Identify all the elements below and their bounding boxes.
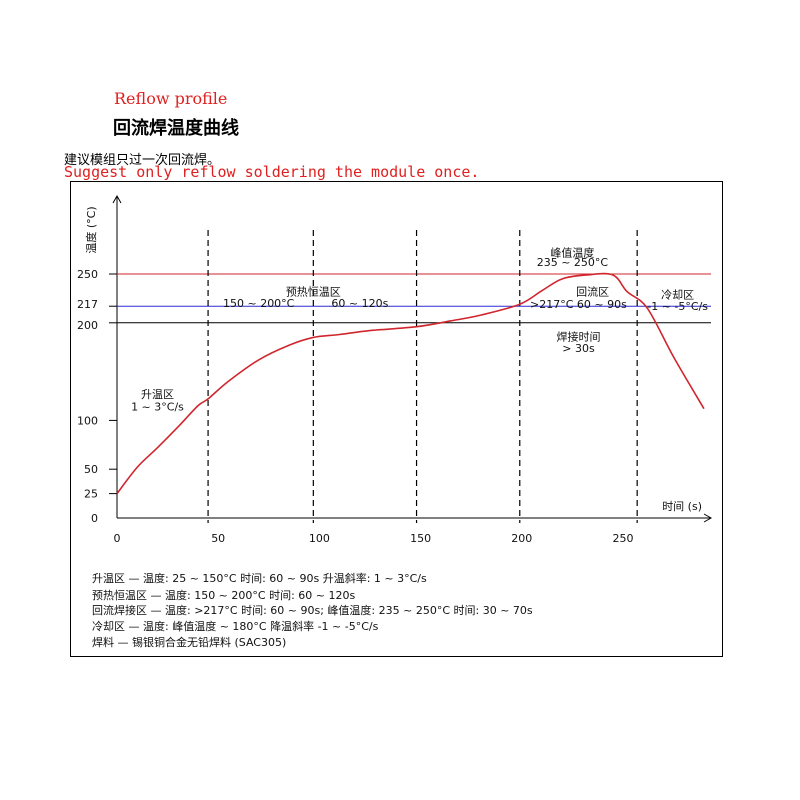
y-tick-label: 250 — [77, 268, 98, 281]
x-tick-label: 200 — [511, 532, 532, 545]
title-cn: 回流焊温度曲线 — [113, 118, 239, 139]
legend-line-preheat: 预热恒温区 — 温度: 150 ~ 200°C 时间: 60 ~ 120s — [92, 589, 356, 602]
chart-annotation: 60 ~ 120s — [331, 297, 388, 310]
x-tick-label: 150 — [410, 532, 431, 545]
title-en: Reflow profile — [114, 89, 228, 108]
y-tick-label: 0 — [91, 512, 98, 525]
y-tick-label: 200 — [77, 319, 98, 332]
x-tick-label: 50 — [211, 532, 225, 545]
x-axis-arrow — [703, 513, 713, 523]
y-tick-label: 217 — [77, 298, 98, 311]
chart-annotation: 升温区 — [141, 388, 174, 401]
y-tick-label: 100 — [77, 414, 98, 427]
y-axis-label: 温度 (°C) — [84, 206, 98, 253]
chart-annotation: >217°C 60 ~ 90s — [530, 298, 627, 311]
note-en: Suggest only reflow soldering the module… — [64, 163, 480, 181]
chart-frame — [70, 181, 723, 657]
reflow-curve — [116, 272, 705, 495]
x-tick-label: 0 — [114, 532, 121, 545]
chart-annotation: 焊接时间 — [556, 329, 600, 343]
y-tick-label: 50 — [84, 463, 98, 476]
legend-line-cooling: 冷却区 — 温度: 峰值温度 ~ 180°C 降温斜率 -1 ~ -5°C/s — [92, 620, 379, 633]
chart-annotation: -1 ~ -5°C/s — [647, 300, 708, 313]
y-axis-arrow — [112, 194, 122, 204]
x-tick-label: 100 — [309, 532, 330, 545]
chart-annotation: 冷却区 — [661, 288, 694, 301]
note-cn: 建议模组只过一次回流焊。 — [64, 153, 221, 168]
chart-annotation: 峰值温度 — [550, 245, 594, 259]
legend-line-ramp: 升温区 — 温度: 25 ~ 150°C 时间: 60 ~ 90s 升温斜率: … — [92, 572, 427, 585]
chart-annotation: 预热恒温区 — [286, 285, 341, 298]
x-tick-label: 250 — [613, 532, 634, 545]
chart-annotation: 235 ~ 250°C — [537, 256, 609, 269]
chart-annotation: 1 ~ 3°C/s — [131, 401, 184, 414]
legend-line-solder: 焊料 — 锡银铜合金无铅焊料 (SAC305) — [92, 636, 287, 649]
chart-annotation: > 30s — [562, 342, 595, 355]
chart-annotation: 150 ~ 200°C — [223, 297, 295, 310]
y-tick-label: 25 — [84, 488, 98, 501]
chart-annotation: 回流区 — [576, 284, 609, 298]
legend-line-reflow: 回流焊接区 — 温度: >217°C 时间: 60 ~ 90s; 峰值温度: 2… — [92, 604, 533, 617]
x-axis-label: 时间 (s) — [662, 500, 702, 513]
